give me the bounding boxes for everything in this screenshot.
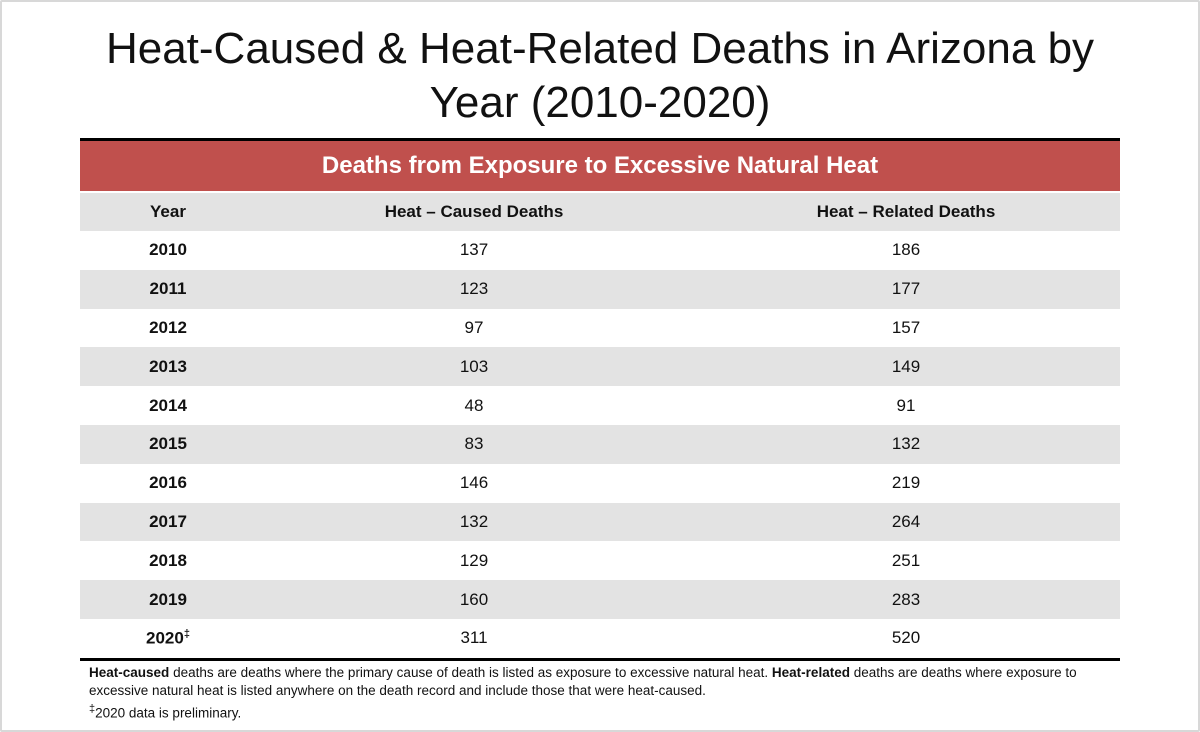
table-body: 2010 137 186 2011 123 177 2012 97 157 2013 103 149 2… (80, 231, 1120, 661)
death-count: 157 (891, 317, 921, 337)
value-cell: 520 (692, 618, 1120, 661)
death-count: 91 (896, 395, 916, 415)
footnote-term: Heat-caused (89, 665, 170, 680)
death-count: 251 (891, 550, 921, 570)
value-cell: 132 (256, 502, 692, 542)
death-count: 311 (460, 628, 488, 648)
year: 2016 (149, 473, 187, 493)
row-mark: ‡ (183, 628, 190, 641)
value-cell: 129 (256, 541, 692, 580)
banner: Deaths from Exposure to Excessive Natura… (80, 138, 1120, 193)
table-row: 2010 137 186 (80, 231, 1120, 270)
footnote-text: deaths are deaths where the primary caus… (173, 665, 769, 680)
year-cell: 2018 (80, 541, 256, 580)
table-row: 2012 97 157 (80, 309, 1120, 348)
year-cell: 2020‡ (80, 618, 256, 661)
column-header: Year (80, 192, 256, 231)
value-cell: 83 (256, 424, 692, 464)
table-row: 2020‡ 311 520 (80, 618, 1120, 661)
value-cell: 264 (692, 502, 1120, 542)
death-count: 137 (459, 240, 489, 260)
death-count: 132 (459, 511, 489, 531)
column-header: Heat – Caused Deaths (256, 192, 692, 231)
value-cell: 123 (256, 269, 692, 309)
table-row: 2017 132 264 (80, 502, 1120, 542)
year-cell: 2019 (80, 580, 256, 619)
value-cell: 311 (256, 618, 692, 661)
year-cell: 2016 (80, 464, 256, 503)
year: 2020 (146, 628, 184, 648)
death-count: 123 (459, 279, 489, 299)
table-row: 2018 129 251 (80, 541, 1120, 580)
year-cell: 2015 (80, 424, 256, 464)
death-count: 103 (459, 356, 489, 376)
table-row: 2016 146 219 (80, 464, 1120, 503)
value-cell: 160 (256, 580, 692, 619)
year: 2010 (149, 240, 187, 260)
death-count: 160 (459, 589, 489, 609)
death-count: 48 (464, 395, 484, 415)
value-cell: 157 (692, 309, 1120, 348)
column-header: Heat – Related Deaths (692, 192, 1120, 231)
death-count: 219 (891, 473, 921, 493)
death-count: 149 (891, 356, 921, 376)
death-count: 177 (891, 279, 921, 299)
death-count: 283 (891, 589, 921, 609)
value-cell: 97 (256, 309, 692, 348)
table-row: 2011 123 177 (80, 269, 1120, 309)
death-count: 132 (891, 434, 921, 454)
death-count: 520 (891, 628, 921, 648)
footnote-mark: ‡ (89, 703, 96, 715)
value-cell: 177 (692, 269, 1120, 309)
value-cell: 103 (256, 347, 692, 387)
death-count: 97 (464, 317, 484, 337)
year-cell: 2010 (80, 231, 256, 270)
header-row: Year Heat – Caused Deaths Heat – Related… (80, 192, 1120, 231)
year: 2018 (149, 550, 187, 570)
year-cell: 2014 (80, 386, 256, 425)
footnote-text: deaths are deaths where exposure to exce… (89, 665, 1077, 698)
death-count: 264 (891, 511, 921, 531)
year: 2019 (149, 589, 187, 609)
banner-row: Deaths from Exposure to Excessive Natura… (80, 138, 1120, 193)
value-cell: 146 (256, 464, 692, 503)
year-cell: 2011 (80, 269, 256, 309)
table-row: 2015 83 132 (80, 424, 1120, 464)
table-row: 2014 48 91 (80, 386, 1120, 425)
value-cell: 283 (692, 580, 1120, 619)
value-cell: 219 (692, 464, 1120, 503)
death-count: 146 (459, 473, 489, 493)
death-count: 186 (891, 240, 921, 260)
year-cell: 2017 (80, 502, 256, 542)
year: 2012 (149, 317, 187, 337)
table-row: 2013 103 149 (80, 347, 1120, 387)
value-cell: 186 (692, 231, 1120, 270)
year: 2015 (149, 434, 187, 454)
year-cell: 2012 (80, 309, 256, 348)
value-cell: 149 (692, 347, 1120, 387)
year: 2017 (149, 511, 187, 531)
year: 2014 (149, 395, 187, 415)
value-cell: 48 (256, 386, 692, 425)
death-count: 83 (464, 434, 484, 454)
value-cell: 91 (692, 386, 1120, 425)
value-cell: 137 (256, 231, 692, 270)
value-cell: 132 (692, 424, 1120, 464)
title: Heat-Caused & Heat-Related Deaths in Ari… (105, 24, 1095, 127)
footnote: Heat-caused deaths are deaths where the … (89, 664, 1099, 723)
table-row: 2019 160 283 (80, 580, 1120, 619)
footnote-text: 2020 data is preliminary. (95, 705, 242, 721)
footnote-term: Heat-related (771, 665, 850, 680)
value-cell: 251 (692, 541, 1120, 580)
death-count: 129 (459, 550, 489, 570)
year: 2011 (149, 279, 187, 299)
year: 2013 (149, 356, 187, 376)
data-table: Deaths from Exposure to Excessive Natura… (80, 138, 1120, 661)
year-cell: 2013 (80, 347, 256, 387)
